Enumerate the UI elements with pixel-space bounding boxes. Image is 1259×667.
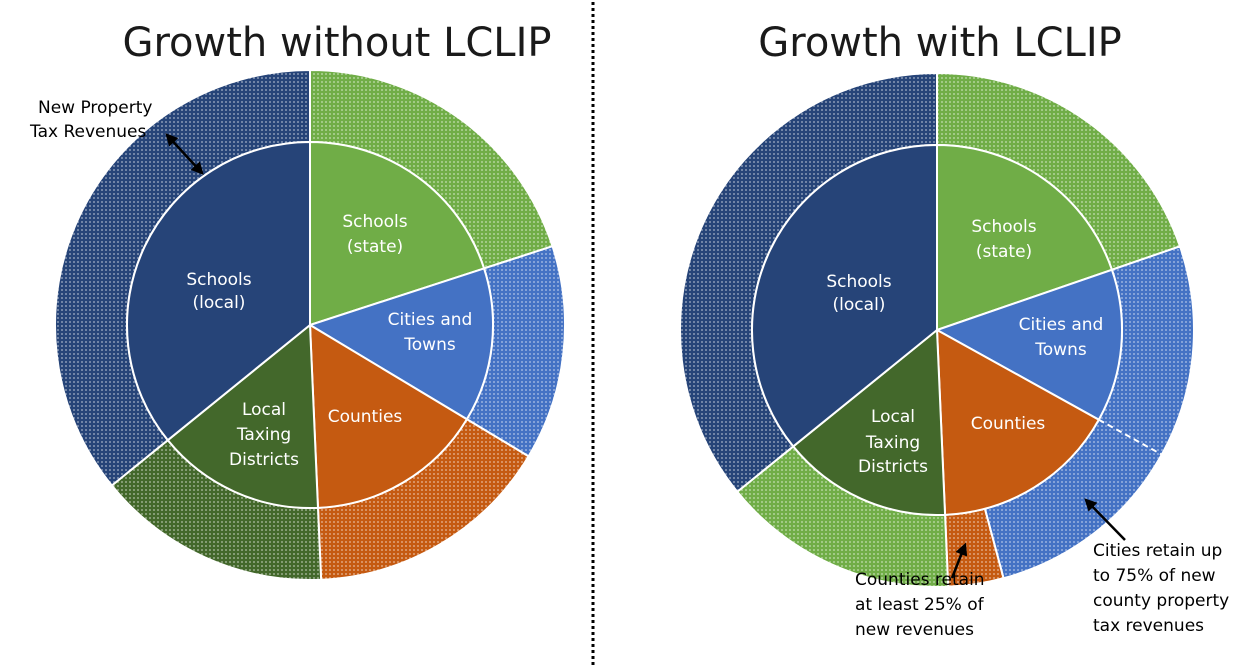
label: Taxing	[865, 433, 920, 453]
annotation: tax revenues	[1093, 616, 1204, 636]
inner-wedge	[308, 323, 469, 509]
arrow	[950, 542, 968, 579]
annotation: county property	[1093, 591, 1229, 611]
annotation: Cities retain up	[1093, 541, 1222, 561]
title: Growth with LCLIP	[758, 20, 1122, 66]
label: Local	[871, 407, 915, 427]
arrow	[1084, 498, 1126, 541]
label: Cities and	[1019, 315, 1104, 335]
arrow	[165, 133, 204, 175]
label: Cities and	[388, 310, 473, 330]
inner-wedge	[936, 143, 1114, 332]
label: Schools	[826, 272, 891, 292]
inner-wedge	[791, 327, 947, 516]
label: Towns	[403, 335, 456, 355]
label: Counties	[328, 407, 403, 427]
label: (local)	[193, 293, 246, 313]
annotation: New Property	[38, 98, 152, 118]
label: Schools	[971, 217, 1036, 237]
wedges	[54, 68, 1195, 588]
label: Taxing	[236, 425, 291, 445]
inner-wedge	[126, 140, 311, 442]
label: Local	[242, 400, 286, 420]
annotation: Tax Revenues	[29, 122, 146, 142]
label: Districts	[229, 450, 299, 470]
label: (state)	[347, 237, 403, 257]
dashed-divider	[1098, 418, 1163, 456]
label: Counties	[971, 414, 1046, 434]
label: Schools	[342, 212, 407, 232]
annotation: at least 25% of	[855, 595, 985, 615]
label: Districts	[858, 457, 928, 477]
inner-wedge	[935, 328, 1101, 516]
annotation: to 75% of new	[1093, 566, 1216, 586]
annotation: new revenues	[855, 620, 974, 640]
annotation: Counties retain	[855, 570, 985, 590]
label: Towns	[1034, 340, 1087, 360]
title: Growth without LCLIP	[122, 20, 551, 66]
label: Schools	[186, 270, 251, 290]
inner-wedge	[166, 322, 320, 509]
label: (state)	[976, 242, 1032, 262]
label: (local)	[833, 295, 886, 315]
inner-wedge	[751, 143, 938, 448]
inner-wedge	[309, 140, 486, 327]
